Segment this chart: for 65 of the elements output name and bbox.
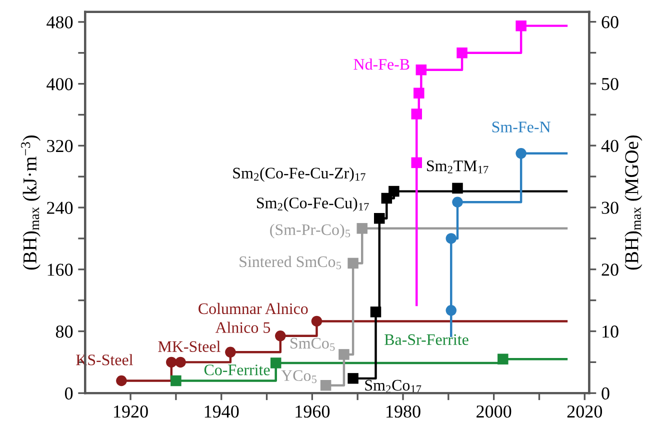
point (170, 375, 182, 386)
x-tick-label: 1980 (386, 405, 420, 418)
point (498, 354, 508, 364)
y-tick-label: 80 (56, 326, 73, 338)
x-tick-label: 2020 (567, 405, 602, 418)
y-tick-label: 400 (46, 78, 73, 90)
annotation: Sintered SmCo$_{5}$ (240, 256, 342, 270)
annotation: Sm-Fe-N (492, 122, 550, 132)
y2-tick-label: 40 (601, 140, 618, 152)
y2-tick-label: 10 (602, 325, 618, 338)
point (320, 380, 332, 391)
annotation: Sm$_{2}$(Co-Fe-Cu)$_{17}$ (257, 197, 369, 212)
annotation: YCo$_{5}$ (281, 370, 317, 384)
annotation: Columnar Alnico (198, 302, 308, 314)
point (370, 306, 382, 318)
point (348, 373, 358, 384)
point (456, 48, 468, 58)
point (116, 375, 127, 386)
point (452, 182, 463, 194)
y2-axis-title: (BH)$_{max}$ (MGOe) (624, 136, 642, 270)
point (411, 108, 422, 120)
point (446, 305, 457, 316)
y-tick-label: 160 (48, 264, 73, 276)
point (275, 330, 286, 342)
annotation: Alnico 5 (215, 322, 270, 333)
point (452, 196, 463, 208)
point (175, 356, 186, 368)
point (411, 157, 422, 168)
y-tick-label: 240 (47, 202, 73, 214)
point (356, 223, 368, 234)
annotation: Ba-Sr-Ferrite (384, 334, 468, 346)
point (446, 233, 457, 244)
x-tick-label: 1940 (204, 405, 239, 418)
annotation: MK-Steel (158, 340, 220, 352)
point (270, 358, 282, 368)
y2-tick-label: 30 (602, 202, 618, 214)
point (516, 20, 526, 32)
annotation: Sm$_{2}$Co$_{17}$ (365, 380, 422, 393)
y2-tick-label: 60 (602, 16, 618, 28)
point (338, 349, 350, 360)
annotation: Nd-Fe-B (354, 58, 410, 70)
annotation: (Sm-Pr-Co)$_{5}$ (270, 224, 350, 238)
point (225, 346, 236, 358)
point (348, 258, 358, 269)
point (388, 186, 400, 197)
y-axis-title: (BH)$_{max}$ (kJ·m$^{−3}$) (21, 136, 40, 270)
y-tick-label: 480 (46, 16, 73, 28)
point (516, 148, 526, 159)
x-tick-label: 1920 (114, 405, 148, 418)
point (166, 356, 177, 368)
y-tick-label: 0 (64, 387, 73, 400)
y2-tick-label: 0 (602, 387, 610, 400)
point (416, 64, 427, 76)
x-tick-label: 2000 (476, 405, 512, 418)
annotation: SmCo$_{5}$ (290, 338, 335, 351)
point (311, 316, 322, 327)
y-tick-label: 320 (47, 140, 73, 152)
y2-tick-label: 20 (602, 264, 618, 276)
annotation: Sm$_{2}$(Co-Fe-Cu-Zr)$_{17}$ (233, 167, 366, 182)
annotation: Sm$_{2}$TM$_{17}$ (427, 160, 488, 174)
x-tick-label: 1960 (296, 405, 330, 418)
point (414, 88, 424, 98)
y2-tick-label: 50 (602, 78, 618, 90)
annotation: Co-Ferrite (204, 364, 270, 376)
point (374, 212, 385, 224)
